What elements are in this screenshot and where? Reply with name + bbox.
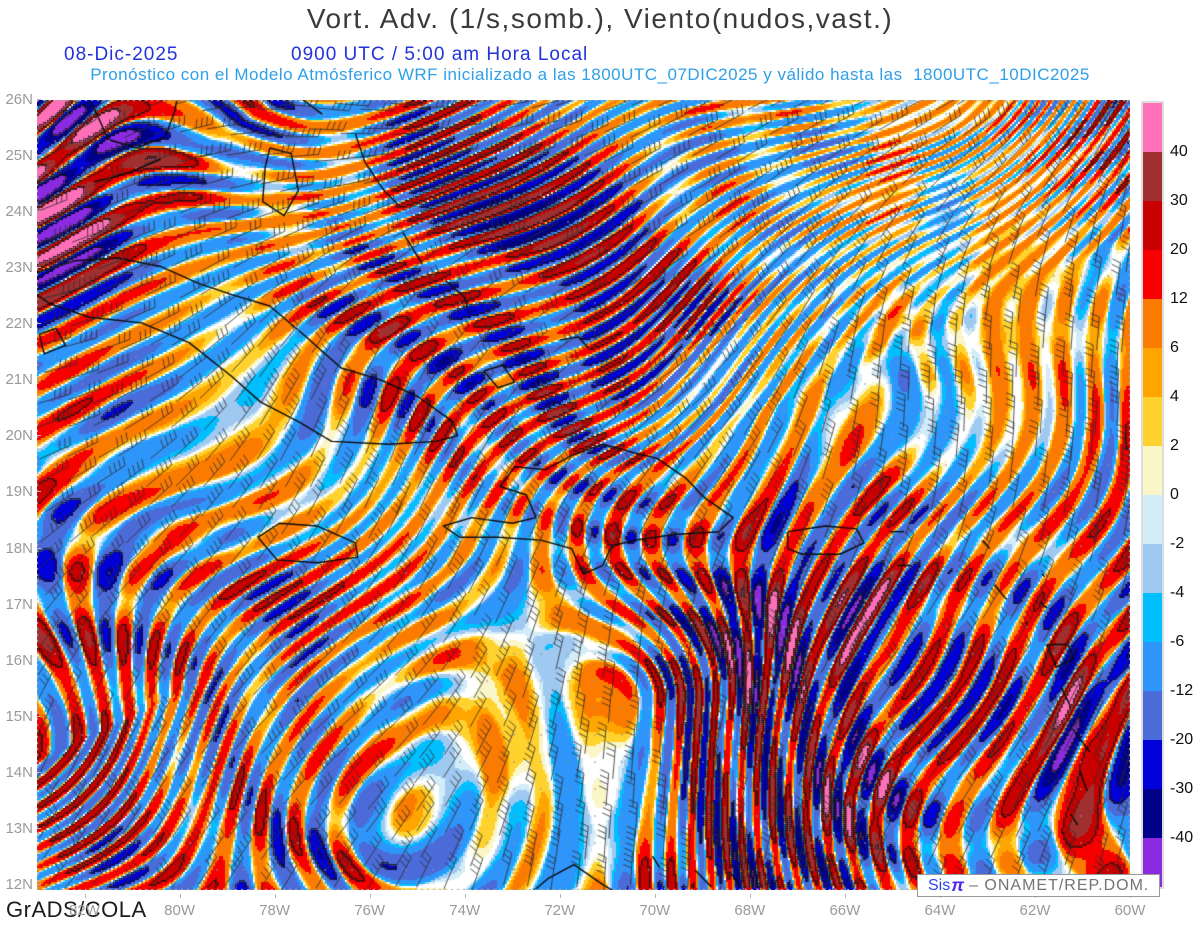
colorbar-tick-label: -40	[1170, 829, 1194, 846]
colorbar-tick-label: -12	[1170, 682, 1194, 699]
colorbar-swatch	[1143, 250, 1162, 299]
colorbar	[1141, 101, 1164, 889]
lat-tick-label: 13N	[0, 820, 41, 837]
colorbar-tick-label: 12	[1170, 290, 1188, 307]
colorbar-tick-label: 0	[1170, 486, 1179, 503]
lat-tick-label: 26N	[0, 91, 41, 108]
lon-tick-label: 74W	[435, 894, 495, 919]
lat-tick-label: 23N	[0, 259, 41, 276]
lat-tick-label: 22N	[0, 315, 41, 332]
map-plot-area	[37, 100, 1130, 890]
lon-tick-label: 60W	[1100, 894, 1160, 919]
lat-tick-label: 16N	[0, 652, 41, 669]
lat-tick-label: 17N	[0, 596, 41, 613]
colorbar-swatch	[1143, 789, 1162, 838]
lon-tick-label: 68W	[720, 894, 780, 919]
colorbar-tick-label: -4	[1170, 584, 1185, 601]
colorbar-swatch	[1143, 740, 1162, 789]
onamet-brand-box: Sis π – ONAMET/REP.DOM.	[917, 874, 1161, 897]
colorbar-swatch	[1143, 495, 1162, 544]
colorbar-tick-label: 2	[1170, 437, 1179, 454]
colorbar-swatch	[1143, 544, 1162, 593]
lon-tick-label: 66W	[815, 894, 875, 919]
colorbar-tick-label: -30	[1170, 780, 1194, 797]
lat-tick-label: 15N	[0, 708, 41, 725]
forecast-note: Pronóstico con el Modelo Atmósferico WRF…	[90, 65, 1090, 84]
colorbar-tick-label: 40	[1170, 143, 1188, 160]
lon-tick-label: 62W	[1005, 894, 1065, 919]
colorbar-tick-label: 4	[1170, 388, 1179, 405]
colorbar-swatch	[1143, 103, 1162, 152]
colorbar-swatch	[1143, 593, 1162, 642]
colorbar-swatch	[1143, 201, 1162, 250]
brand-onamet-text: – ONAMET/REP.DOM.	[969, 876, 1150, 894]
colorbar-tick-label: 6	[1170, 339, 1179, 356]
lat-tick-label: 24N	[0, 203, 41, 220]
lat-tick-label: 12N	[0, 876, 41, 893]
colorbar-tick-label: 30	[1170, 192, 1188, 209]
valid-time-label: 0900 UTC / 5:00 am Hora Local	[291, 44, 589, 65]
lon-tick-label: 72W	[530, 894, 590, 919]
valid-date-label: 08-Dic-2025	[64, 44, 179, 65]
colorbar-swatch	[1143, 348, 1162, 397]
colorbar-swatch	[1143, 642, 1162, 691]
lon-tick-label: 64W	[910, 894, 970, 919]
lon-tick-label: 82W	[55, 894, 115, 919]
brand-pi-icon: π	[951, 875, 965, 895]
vorticity-advection-map-canvas	[37, 100, 1130, 890]
lat-tick-label: 20N	[0, 427, 41, 444]
colorbar-swatch	[1143, 446, 1162, 495]
lon-tick-label: 76W	[340, 894, 400, 919]
grads-cola-credit: GrADS/COLA	[6, 897, 147, 922]
lat-tick-label: 25N	[0, 147, 41, 164]
colorbar-tick-label: -2	[1170, 535, 1185, 552]
colorbar-swatch	[1143, 691, 1162, 740]
lon-tick-label: 78W	[245, 894, 305, 919]
colorbar-swatch	[1143, 299, 1162, 348]
lat-tick-label: 21N	[0, 371, 41, 388]
brand-sis-text: Sis	[928, 876, 951, 894]
colorbar-tick-label: 20	[1170, 241, 1188, 258]
lon-tick-label: 80W	[150, 894, 210, 919]
map-title: Vort. Adv. (1/s,somb.), Viento(nudos,vas…	[306, 3, 894, 34]
lat-tick-label: 19N	[0, 483, 41, 500]
lon-tick-label: 70W	[625, 894, 685, 919]
lat-tick-label: 14N	[0, 764, 41, 781]
colorbar-tick-label: -6	[1170, 633, 1185, 650]
lat-tick-label: 18N	[0, 540, 41, 557]
colorbar-swatch	[1143, 152, 1162, 201]
colorbar-tick-label: -20	[1170, 731, 1194, 748]
colorbar-swatch	[1143, 397, 1162, 446]
